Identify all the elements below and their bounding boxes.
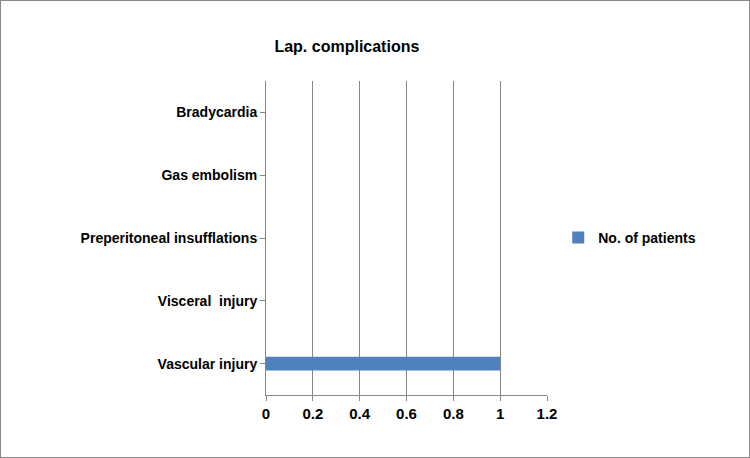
svg-text:Preperitoneal insufflations: Preperitoneal insufflations [81,230,258,246]
svg-text:0.8: 0.8 [443,405,464,422]
svg-text:1.2: 1.2 [537,405,558,422]
svg-text:Gas embolism: Gas embolism [161,167,257,183]
svg-text:Bradycardia: Bradycardia [176,104,257,120]
svg-text:0.2: 0.2 [302,405,323,422]
svg-text:1: 1 [496,405,504,422]
svg-text:Visceral injury: Visceral injury [158,293,258,309]
svg-text:0: 0 [262,405,270,422]
svg-text:Vascular injury: Vascular injury [158,356,258,372]
svg-text:Lap. complications: Lap. complications [274,38,419,55]
svg-text:0.6: 0.6 [396,405,417,422]
svg-text:0.4: 0.4 [349,405,371,422]
svg-text:No. of patients: No. of patients [598,230,695,246]
